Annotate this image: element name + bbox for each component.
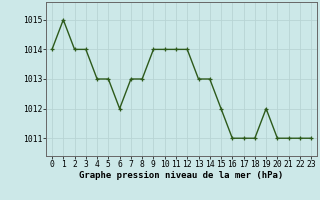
- X-axis label: Graphe pression niveau de la mer (hPa): Graphe pression niveau de la mer (hPa): [79, 171, 284, 180]
